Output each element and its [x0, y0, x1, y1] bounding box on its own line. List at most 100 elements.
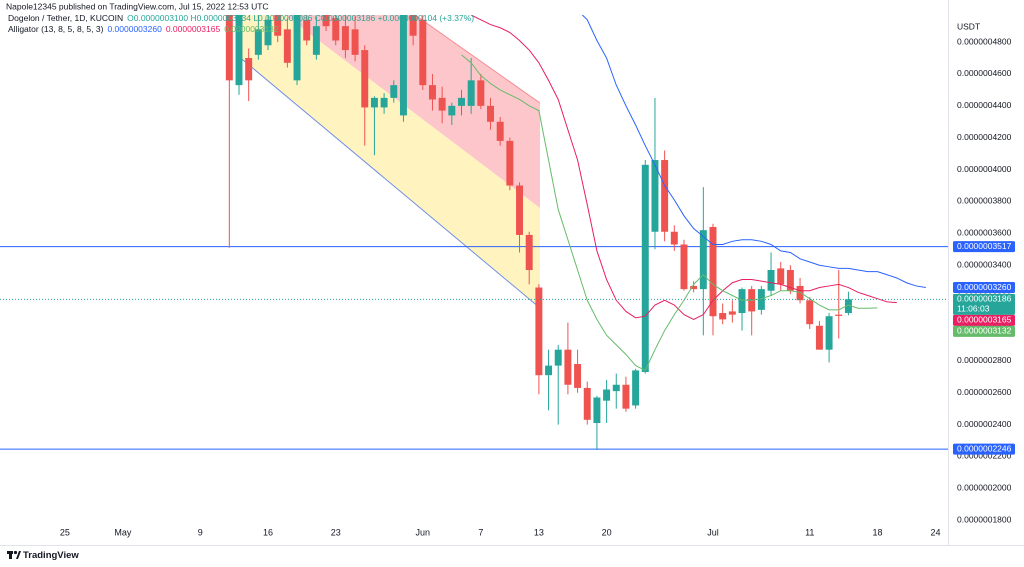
axes: 0.00000018000.00000020000.00000022000.00…	[60, 36, 1015, 537]
logo-part	[9, 551, 12, 559]
candle-body	[380, 97, 388, 108]
y-tick-label: 0.0000002800	[957, 355, 1012, 365]
footer-logo	[7, 550, 21, 559]
x-tick-label: 9	[198, 527, 203, 537]
candle-body	[361, 50, 369, 108]
candle-body	[719, 313, 727, 320]
candle-body	[738, 289, 746, 314]
x-tick-label: May	[114, 527, 132, 537]
candle-body	[312, 26, 320, 55]
candle-body	[274, 15, 282, 36]
x-tick-label: 23	[331, 527, 341, 537]
candle-body	[593, 397, 601, 423]
drawings	[236, 15, 541, 309]
candle-body	[332, 18, 340, 41]
y-tick-label: 0.0000004400	[957, 100, 1012, 110]
stop-edge	[414, 15, 541, 104]
price-label: 0.0000002246	[957, 443, 1012, 453]
candle-body	[661, 160, 669, 232]
alligator-line	[470, 15, 897, 320]
candle-body	[670, 231, 678, 245]
logo-part	[16, 551, 21, 559]
candle-body	[409, 15, 417, 36]
logo-part	[13, 550, 18, 555]
plot	[0, 15, 948, 451]
candle-body	[322, 15, 330, 27]
candle-body	[341, 26, 349, 51]
price-label-box	[953, 293, 1015, 315]
candle-body	[545, 365, 553, 376]
price-label: 0.0000003165	[957, 315, 1012, 325]
candle-body	[235, 15, 243, 86]
candle-body	[564, 349, 572, 385]
candle-body	[487, 105, 494, 122]
price-label: 0.0000003132	[957, 326, 1012, 336]
candle-body	[699, 230, 707, 290]
y-tick-label: 0.0000004200	[957, 132, 1012, 142]
price-label-box	[953, 443, 1015, 455]
candle-body	[245, 58, 253, 81]
candle-body	[370, 97, 378, 108]
candle-body	[786, 270, 794, 291]
candle-body	[641, 164, 649, 372]
candle-body	[419, 19, 427, 86]
alligator-line	[461, 54, 878, 372]
candle-body	[525, 234, 533, 270]
candle-body	[603, 389, 611, 401]
candle-body	[825, 316, 833, 350]
candle-body	[293, 15, 301, 81]
candle-body	[225, 15, 233, 81]
x-tick-label: 11	[805, 527, 814, 537]
candle-body	[467, 80, 475, 106]
candle-body	[728, 311, 736, 315]
price-countdown: 11:06:03	[957, 304, 990, 314]
candle-body	[815, 325, 823, 350]
y-tick-label: 0.0000002400	[957, 419, 1012, 429]
candle-body	[806, 300, 814, 325]
price-label-box	[953, 241, 1015, 253]
candle-body	[477, 80, 485, 106]
x-tick-label: 7	[478, 527, 483, 537]
symbol-legend: Dogelon / Tether, 1D, KUCOIN O0.000000310…	[8, 13, 474, 23]
price-label: 0.0000003517	[957, 241, 1012, 251]
indicator-legend: Alligator (13, 8, 5, 8, 5, 3) 0.000000326…	[8, 24, 279, 34]
candle-body	[264, 19, 272, 46]
candle-body	[399, 15, 407, 116]
x-tick-label: 16	[263, 527, 273, 537]
footer-brand: TradingView	[23, 550, 79, 561]
price-label-box	[953, 325, 1015, 337]
candle-body	[516, 185, 524, 235]
x-tick-label: 24	[930, 527, 940, 537]
candle-body	[448, 105, 456, 116]
price-label-box	[953, 282, 1015, 294]
candle-body	[690, 285, 698, 290]
candle-body	[535, 287, 543, 376]
candle-body	[283, 29, 291, 63]
x-tick-label: 25	[60, 527, 70, 537]
symbol: Dogelon / Tether, 1D, KUCOIN	[8, 13, 123, 23]
x-tick-label: Jul	[707, 527, 719, 537]
candle-body	[844, 299, 852, 314]
candle-body	[583, 387, 591, 420]
y-tick-label: 0.0000002000	[957, 483, 1012, 493]
indicator-value: 0.0000003165	[166, 24, 221, 34]
x-tick-label: 18	[872, 527, 882, 537]
ohlc: O0.0000003100 H0.0000003234 L0.000000308…	[127, 13, 474, 23]
trend-line	[236, 54, 541, 309]
y-tick-label: 0.0000002600	[957, 387, 1012, 397]
y-axis-label: USDT	[957, 21, 980, 31]
stop-zone	[285, 15, 540, 208]
candle-body	[574, 364, 582, 388]
indicator-value: 0.0000003132	[224, 24, 279, 34]
candle-body	[496, 121, 504, 141]
candle-body	[757, 289, 765, 310]
y-tick-label: 0.0000003800	[957, 196, 1012, 206]
target-zone	[237, 15, 540, 308]
candle-body	[303, 19, 311, 41]
candle-body	[458, 97, 465, 106]
y-tick-label: 0.0000003400	[957, 259, 1012, 269]
price-label: 0.0000003186	[957, 294, 1012, 304]
x-tick-label: Jun	[416, 527, 431, 537]
candle-body	[709, 226, 717, 317]
y-tick-label: 0.0000004000	[957, 164, 1012, 174]
